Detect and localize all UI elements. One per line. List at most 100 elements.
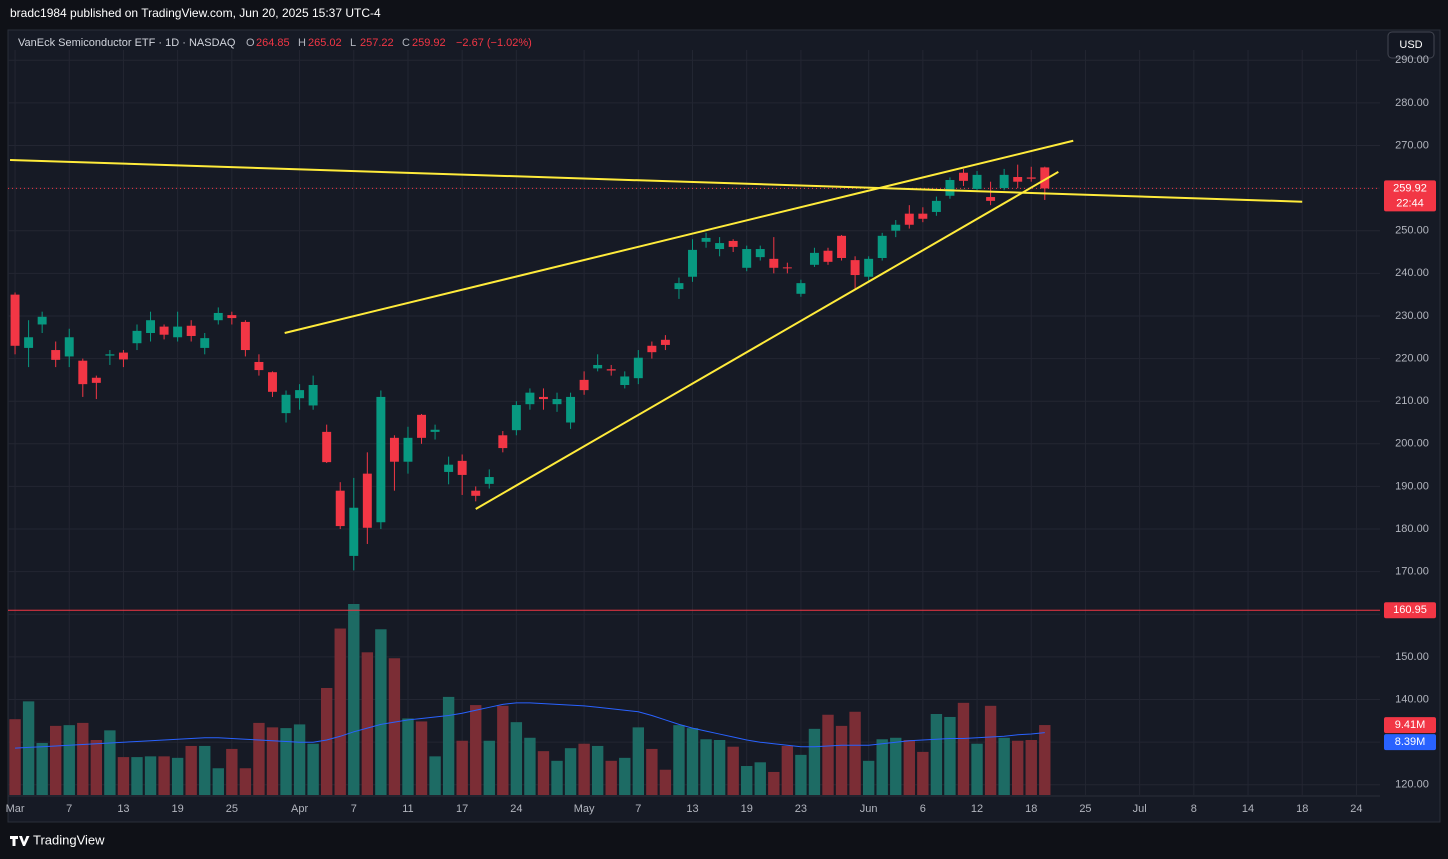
- candle-body: [403, 437, 413, 462]
- x-tick-label: 17: [456, 803, 468, 815]
- candle-body: [525, 392, 535, 405]
- volume-bar: [1012, 740, 1024, 795]
- y-tick-label: 280.00: [1395, 97, 1429, 109]
- candle-body: [471, 490, 481, 496]
- volume-ma-badge-bg: [1384, 734, 1436, 751]
- x-tick-label: 23: [795, 803, 807, 815]
- candle-body: [986, 197, 996, 201]
- x-tick-label: 12: [971, 803, 983, 815]
- candle-body: [146, 320, 156, 333]
- volume-bar: [199, 745, 211, 795]
- hline-badge-bg: [1384, 602, 1436, 619]
- legend-key: H: [298, 37, 306, 49]
- y-tick-label: 190.00: [1395, 480, 1429, 492]
- candle-body: [538, 396, 548, 400]
- legend-key: C: [402, 37, 410, 49]
- candle-body: [417, 414, 426, 438]
- chart-pane: [7, 29, 1441, 823]
- volume-bar: [524, 737, 536, 795]
- candle-body: [118, 352, 128, 360]
- volume-bar: [90, 740, 103, 795]
- volume-bar: [131, 757, 143, 795]
- x-tick-label: 19: [741, 803, 753, 815]
- x-tick-label: 14: [1242, 803, 1254, 815]
- volume-bar: [185, 745, 197, 795]
- candle-body: [999, 174, 1009, 189]
- x-tick-label: 18: [1025, 803, 1037, 815]
- currency-label[interactable]: USD: [1399, 39, 1422, 51]
- volume-bar: [727, 746, 739, 795]
- x-tick-label: 25: [226, 803, 238, 815]
- y-tick-label: 140.00: [1395, 693, 1429, 705]
- volume-bar: [9, 719, 21, 795]
- x-tick-label: 13: [686, 803, 698, 815]
- volume-bar: [754, 762, 766, 795]
- volume-bar: [348, 604, 360, 795]
- volume-bar: [510, 722, 523, 795]
- x-tick-label: 7: [66, 803, 72, 815]
- last-price-badge-bg: [1384, 180, 1436, 212]
- volume-ma-badge: 8.39M: [1395, 736, 1426, 748]
- volume-bar: [483, 740, 495, 795]
- candle-body: [457, 460, 467, 475]
- volume-bar: [890, 737, 902, 795]
- volume-bar: [619, 757, 631, 795]
- volume-bar: [239, 768, 252, 795]
- volume-bar: [361, 652, 374, 795]
- candle-body: [715, 243, 725, 250]
- candle-body: [105, 354, 115, 356]
- volume-bar: [876, 739, 888, 795]
- candle-body: [10, 294, 20, 346]
- y-tick-label: 150.00: [1395, 651, 1429, 663]
- x-tick-label: 6: [920, 803, 926, 815]
- candle-body: [376, 396, 386, 523]
- button-frame[interactable]: [1387, 31, 1435, 59]
- volume-bar: [415, 721, 428, 795]
- candle-body: [809, 252, 819, 265]
- brand: TradingView: [33, 832, 105, 847]
- x-tick-label: 24: [1350, 803, 1362, 815]
- candle-body: [823, 250, 833, 262]
- volume-bar: [1039, 725, 1051, 795]
- volume-bar: [862, 760, 875, 795]
- candle-body: [64, 337, 74, 357]
- candle-body: [959, 172, 968, 181]
- volume-bar: [768, 771, 780, 795]
- volume-bar: [700, 739, 712, 795]
- volume-bar: [442, 696, 455, 795]
- volume-bar: [77, 722, 89, 795]
- candle-body: [674, 283, 684, 290]
- volume-bar: [212, 768, 224, 795]
- volume-bar: [713, 740, 726, 795]
- volume-bar: [808, 728, 821, 795]
- candle-body: [78, 360, 88, 385]
- y-tick-label: 180.00: [1395, 523, 1429, 535]
- volume-bar: [280, 728, 292, 795]
- volume-bar: [971, 743, 983, 795]
- candle-body: [240, 321, 250, 351]
- x-tick-label: 11: [402, 803, 413, 815]
- volume-bar: [375, 629, 387, 795]
- legend-value: 264.85: [256, 37, 290, 49]
- candle-body: [755, 249, 765, 258]
- currency-button[interactable]: USD: [1387, 31, 1435, 59]
- legend-value: 257.22: [360, 37, 394, 49]
- volume-bar: [293, 724, 306, 795]
- candle-body: [1040, 167, 1050, 189]
- candle-body: [37, 316, 47, 325]
- legend-key: L: [350, 37, 356, 49]
- candle-body: [484, 477, 494, 484]
- candle-body: [349, 507, 359, 556]
- candle-body: [200, 338, 210, 348]
- x-tick-label: 25: [1079, 803, 1091, 815]
- x-tick-label: 7: [351, 803, 357, 815]
- hline-badge: 160.95: [1393, 604, 1427, 616]
- candle-body: [511, 405, 521, 431]
- candle-body: [24, 337, 34, 348]
- volume-bar: [944, 716, 956, 795]
- candle-body: [945, 179, 955, 196]
- candle-body: [186, 325, 196, 336]
- candle-body: [877, 235, 887, 258]
- volume-bar: [551, 760, 563, 795]
- legend-key: O: [246, 37, 255, 49]
